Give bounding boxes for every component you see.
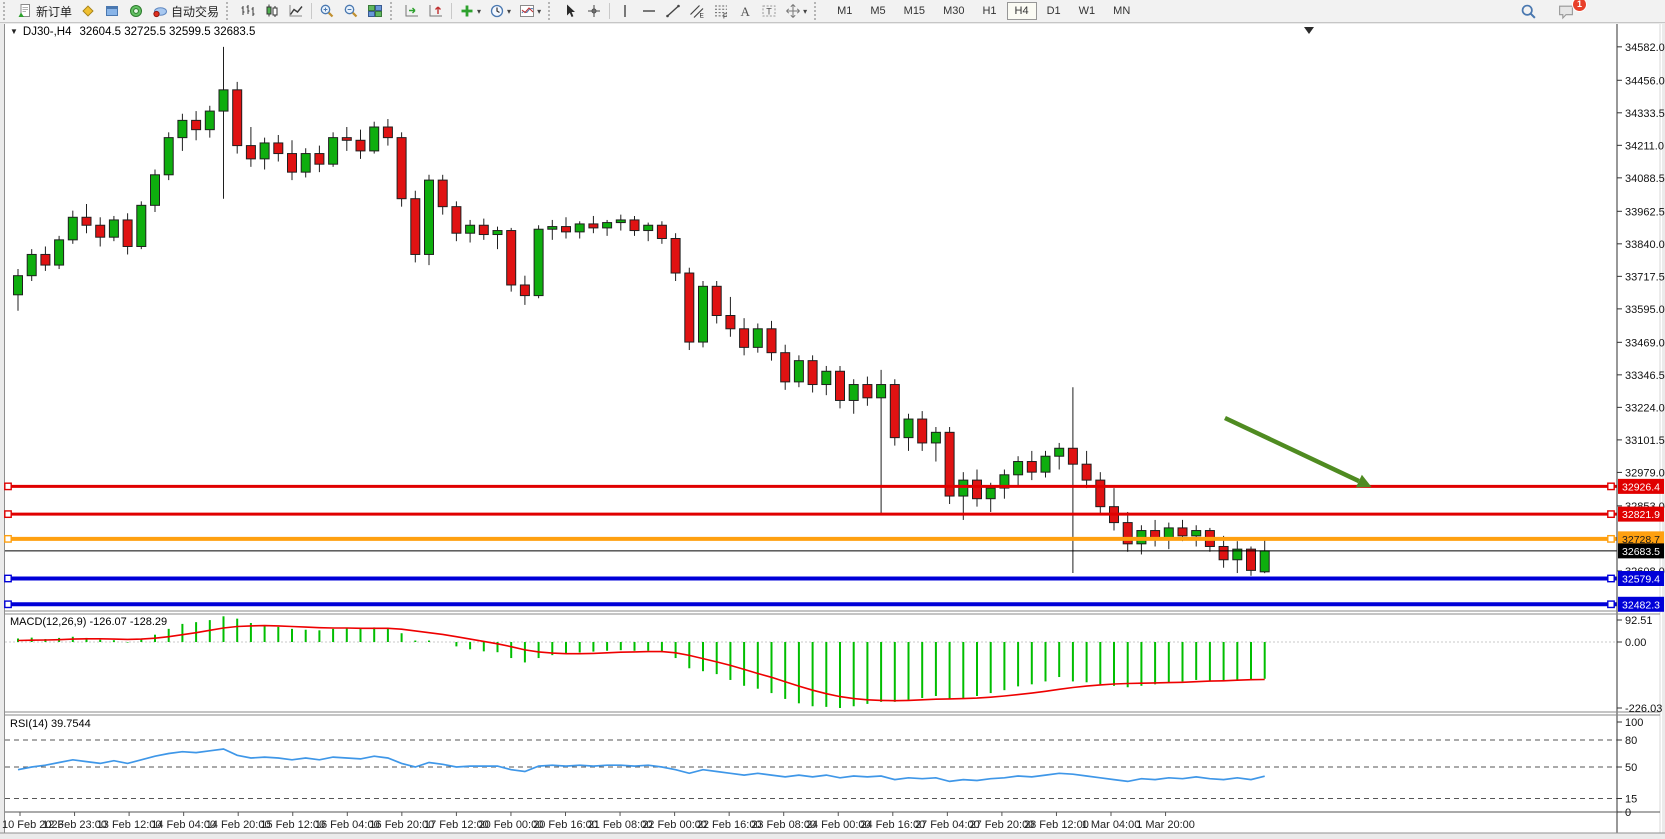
macd-indicator-label: MACD(12,26,9) -126.07 -128.29 [10,616,168,628]
market-watch-icon [82,5,94,17]
auto-trading-button[interactable]: 自动交易 [149,1,222,21]
timeframe-m5-button[interactable]: M5 [870,5,886,17]
toolbar-grip [548,2,553,20]
bars-icon [241,5,255,16]
toolbar-right-group: 1 [1516,0,1665,21]
search-icon [1521,4,1536,19]
chartshift-icon [429,5,443,17]
indicators-button[interactable]: ▾ [456,1,484,21]
timeframe-h1-button[interactable]: H1 [982,5,997,17]
toolbar-separator [311,3,313,19]
channel-tool-button[interactable]: E [686,1,708,21]
market-watch-button[interactable] [77,1,99,21]
arrows-icon [786,4,800,18]
tiles-icon [368,5,383,17]
chart-window [0,22,1665,839]
chart-shift-button[interactable] [425,1,447,21]
timeframe-m30-button[interactable]: M30 [943,5,965,17]
channel-icon: E [690,5,705,20]
fibo-icon: F [715,5,727,20]
chevron-down-icon: ▾ [477,6,482,16]
template-icon [520,5,535,17]
zoom-in-button[interactable] [316,1,338,21]
toolbar-separator [609,3,611,19]
toolbar-grip [814,2,819,20]
svg-text:F: F [723,14,727,20]
terminal-icon [130,5,143,17]
svg-text:T: T [766,7,772,17]
hline-icon [643,10,656,12]
label-icon: T [762,5,776,17]
svg-text:E: E [700,13,705,20]
rsi-indicator-label: RSI(14) 39.7544 [10,718,91,730]
chart-shift-marker[interactable] [1304,27,1314,34]
auto-scroll-button[interactable] [401,1,423,21]
vline-tool-button[interactable] [614,1,636,21]
label-tool-button[interactable]: T [758,1,780,21]
trendline-tool-button[interactable] [662,1,684,21]
fibonacci-tool-button[interactable]: F [710,1,732,21]
timeframe-m1-button[interactable]: M1 [837,5,853,17]
search-button[interactable] [1517,1,1540,21]
timeframe-h4-button[interactable]: H4 [1006,2,1037,20]
cursor-tool-button[interactable] [559,1,581,21]
svg-text:A: A [741,4,751,19]
zoom-out-button[interactable] [340,1,362,21]
indicator-add-icon [461,5,473,17]
timeframe-w1-button[interactable]: W1 [1078,5,1096,17]
chart-title: ▼ DJ30-,H4 32604.5 32725.5 32599.5 32683.5 [10,26,255,38]
crosshair-icon [588,5,601,17]
chevron-down-icon: ▾ [507,6,512,16]
vline-icon [624,5,626,17]
tile-windows-button[interactable] [364,1,386,21]
navigator-icon [106,6,119,16]
toolbar-grip [226,2,231,20]
text-tool-button[interactable]: A [734,1,756,21]
line-chart-mode-button[interactable] [285,1,307,21]
arrows-tool-button[interactable]: ▾ [782,1,810,21]
timeframe-m15-button[interactable]: M15 [903,5,926,17]
new-order-button[interactable]: 新订单 [14,1,75,21]
chevron-down-icon: ▾ [537,6,542,16]
candles-icon [266,4,278,17]
toolbar-separator [451,3,453,19]
periods-button[interactable]: ▾ [486,1,514,21]
hline-tool-button[interactable] [638,1,660,21]
auto-trading-label: 自动交易 [171,4,220,19]
chart-menu-toggle-icon[interactable]: ▼ [10,27,18,36]
timeframe-mn-button[interactable]: MN [1113,5,1131,17]
crosshair-tool-button[interactable] [583,1,605,21]
chevron-down-icon: ▾ [803,6,808,16]
chart-area[interactable] [4,24,1662,833]
ohlc-values: 32604.5 32725.5 32599.5 32683.5 [79,26,256,38]
zoom-out-icon [344,4,358,18]
toolbar-button-group: 新订单 自动交易 ▾ ▾ ▾ E F A T ▾ [0,0,824,22]
new-order-label: 新订单 [36,4,73,19]
new-order-icon [18,4,30,17]
strategy-tester-button[interactable] [125,1,147,21]
candle-chart-mode-button[interactable] [261,1,283,21]
autoscroll-icon [405,5,419,17]
text-icon: A [741,4,751,19]
notifications-button[interactable]: 1 [1554,0,1587,21]
toolbar-grip [3,2,8,20]
toolbar: 新订单 自动交易 ▾ ▾ ▾ E F A T ▾ M1 M5 M15 M30 H1 H4 D1 W1 MN 1 [0,0,1665,23]
notification-badge: 1 [1572,0,1587,12]
toolbar-grip [390,2,395,20]
data-window-button[interactable] [101,1,123,21]
clock-icon [490,4,504,18]
linechart-icon [289,5,303,17]
cursor-icon [567,4,576,17]
timeframe-group: M1 M5 M15 M30 H1 H4 D1 W1 MN [828,2,1139,20]
bar-chart-mode-button[interactable] [237,1,259,21]
timeframe-d1-button[interactable]: D1 [1046,5,1061,17]
trendline-icon [666,4,680,18]
symbol-period-label: DJ30-,H4 [22,26,72,38]
autotrade-icon [153,7,168,18]
zoom-in-icon [320,4,334,18]
templates-button[interactable]: ▾ [516,1,544,21]
